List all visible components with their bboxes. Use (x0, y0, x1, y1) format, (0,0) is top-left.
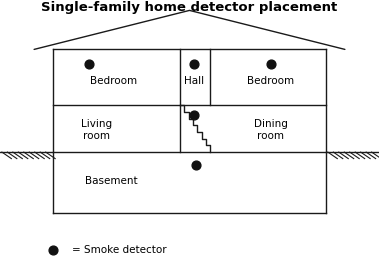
Point (193, 163, 199, 167)
Point (268, 62, 274, 66)
Text: = Smoke detector: = Smoke detector (72, 245, 167, 255)
Text: Living
room: Living room (81, 119, 112, 141)
Point (191, 113, 197, 117)
Point (86, 62, 92, 66)
Text: Dining
room: Dining room (254, 119, 288, 141)
Text: Basement: Basement (86, 176, 138, 186)
Point (191, 62, 197, 66)
Point (50, 248, 56, 252)
Text: Hall: Hall (184, 76, 205, 86)
Text: Bedroom: Bedroom (90, 76, 137, 86)
Text: Bedroom: Bedroom (247, 76, 294, 86)
Text: Single-family home detector placement: Single-family home detector placement (41, 1, 338, 14)
